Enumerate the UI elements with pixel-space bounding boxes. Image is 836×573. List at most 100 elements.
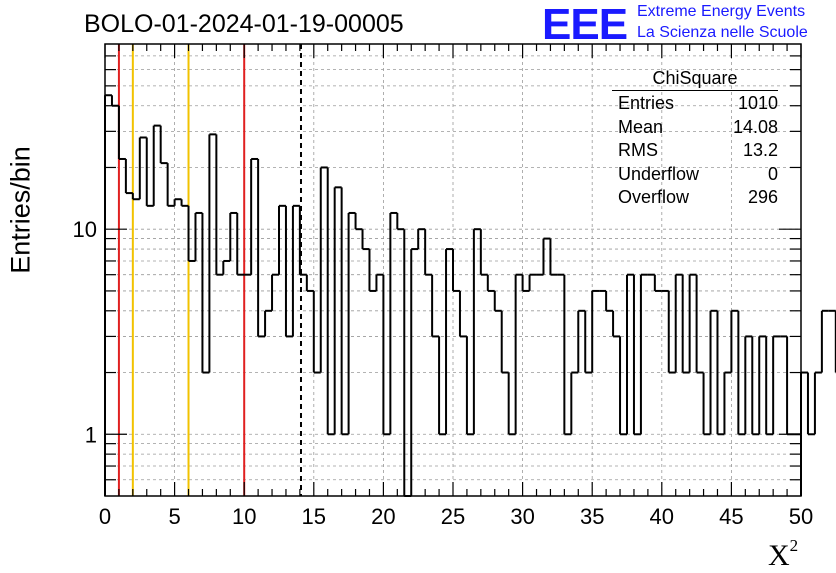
histogram-bin — [530, 275, 537, 291]
histogram-bin — [328, 167, 335, 434]
y-tick-label: 1 — [85, 422, 97, 447]
histogram-bin — [697, 275, 704, 373]
stats-value: 1010 — [738, 92, 778, 116]
histogram-bin — [815, 373, 822, 435]
histogram-bin — [634, 275, 641, 435]
histogram-bin — [488, 275, 495, 291]
x-tick-label: 35 — [580, 504, 604, 529]
histogram-bin — [509, 373, 516, 435]
x-tick-label: 20 — [371, 504, 395, 529]
histogram-bin — [606, 291, 613, 311]
histogram-bin — [432, 275, 439, 337]
histogram-bin — [704, 373, 711, 435]
histogram-bin — [516, 275, 523, 435]
histogram-bin — [189, 206, 196, 261]
histogram-bin — [390, 213, 397, 434]
x-tick-label: 50 — [789, 504, 813, 529]
histogram-bin — [752, 336, 759, 434]
stats-label: Entries — [618, 92, 674, 116]
histogram-bin — [460, 291, 467, 336]
histogram-bin — [286, 206, 293, 337]
x-tick-label: 0 — [99, 504, 111, 529]
histogram-bin — [119, 106, 126, 159]
x-tick-label: 15 — [302, 504, 326, 529]
histogram-bin — [182, 199, 189, 206]
histogram-bin — [474, 229, 481, 434]
histogram-bin — [293, 206, 300, 337]
histogram-bin — [808, 373, 815, 435]
histogram-bin — [453, 249, 460, 291]
x-tick-label: 40 — [650, 504, 674, 529]
histogram-bin — [147, 137, 154, 205]
histogram-bin — [467, 336, 474, 434]
histogram-bin — [564, 275, 571, 435]
histogram-bin — [383, 275, 390, 435]
histogram-bin — [112, 95, 119, 105]
stats-label: Underflow — [618, 163, 699, 187]
stats-label: RMS — [618, 139, 658, 163]
histogram-bin — [363, 229, 370, 249]
histogram-bin — [279, 206, 286, 275]
x-tick-label: 25 — [441, 504, 465, 529]
x-tick-label: 5 — [168, 504, 180, 529]
histogram-bin — [126, 159, 133, 193]
histogram-bin — [724, 373, 731, 435]
histogram-bin — [369, 249, 376, 291]
histogram-bin — [481, 229, 488, 274]
stats-value: 14.08 — [733, 116, 778, 140]
x-tick-label: 30 — [510, 504, 534, 529]
histogram-bin — [251, 159, 258, 275]
histogram-bin — [314, 291, 321, 373]
histogram-bin — [425, 229, 432, 274]
histogram-bin — [265, 311, 272, 337]
histogram-bin — [202, 213, 209, 373]
histogram-bin — [154, 126, 161, 206]
histogram-bin — [592, 291, 599, 373]
histogram-bin — [585, 311, 592, 373]
histogram-bin — [550, 239, 557, 275]
histogram-bin — [223, 261, 230, 275]
histogram-bin — [376, 275, 383, 291]
histogram-bin — [133, 193, 140, 199]
histogram-bin — [571, 373, 578, 435]
histogram-bin — [446, 249, 453, 434]
stats-row: RMS 13.2 — [612, 139, 778, 163]
histogram-bin — [418, 229, 425, 249]
histogram-bin — [655, 275, 662, 291]
histogram-bin — [230, 213, 237, 261]
histogram-bin — [523, 275, 530, 291]
stats-label: Mean — [618, 116, 663, 140]
histogram-bin — [578, 311, 585, 373]
x-tick-label: 10 — [232, 504, 256, 529]
histogram-bin — [168, 163, 175, 206]
histogram-bin — [801, 373, 808, 435]
histogram-bin — [543, 239, 550, 275]
stats-value: 13.2 — [743, 139, 778, 163]
histogram-bin — [745, 336, 752, 434]
histogram-bin — [683, 275, 690, 373]
histogram-bin — [731, 311, 738, 373]
histogram-bin — [822, 311, 829, 373]
stats-title: ChiSquare — [612, 68, 778, 91]
histogram-bin — [613, 311, 620, 337]
stats-row: Mean 14.08 — [612, 116, 778, 140]
histogram-bin — [439, 336, 446, 434]
histogram-bin — [140, 137, 147, 199]
histogram-bin — [620, 336, 627, 434]
x-tick-label: 45 — [719, 504, 743, 529]
histogram-bin — [175, 199, 182, 206]
histogram-bin — [641, 275, 648, 435]
histogram-bin — [321, 167, 328, 372]
stats-row: Entries 1010 — [612, 92, 778, 116]
histogram-bin — [258, 159, 265, 336]
histogram-bin — [627, 275, 634, 435]
y-tick-label: 10 — [73, 217, 97, 242]
histogram-bin — [676, 275, 683, 373]
histogram-bin — [356, 213, 363, 229]
histogram-bin — [773, 336, 780, 434]
histogram-bin — [105, 95, 112, 496]
